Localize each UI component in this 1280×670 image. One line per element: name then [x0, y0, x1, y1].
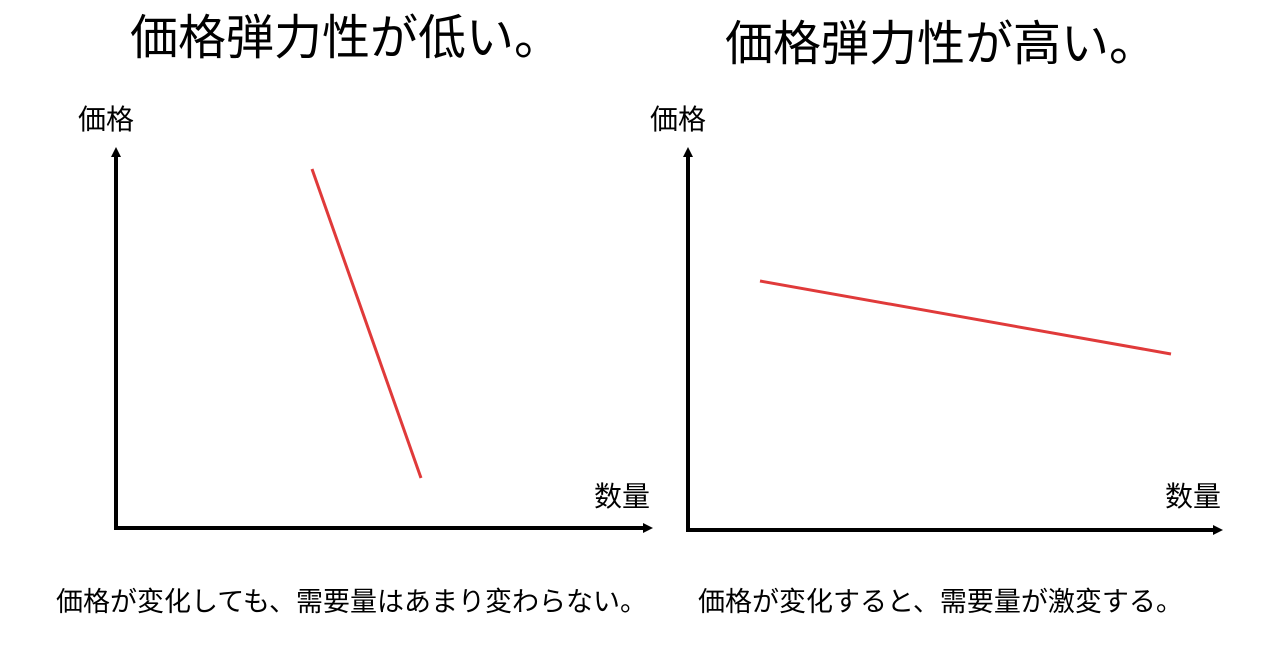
left-y-axis-label: 価格 — [78, 103, 135, 136]
right-y-axis-label: 価格 — [650, 103, 707, 136]
left-panel-title: 価格弾力性が低い。 — [130, 10, 563, 66]
right-x-axis-label: 数量 — [1165, 480, 1222, 513]
right-panel-title: 価格弾力性が高い。 — [725, 16, 1158, 72]
left-x-axis-label: 数量 — [594, 480, 651, 513]
left-panel-caption: 価格が変化しても、需要量はあまり変わらない。 — [56, 587, 648, 618]
right-demand-line — [759, 279, 1172, 356]
right-panel-caption: 価格が変化すると、需要量が激変する。 — [698, 587, 1183, 618]
left-demand-line — [310, 168, 423, 479]
